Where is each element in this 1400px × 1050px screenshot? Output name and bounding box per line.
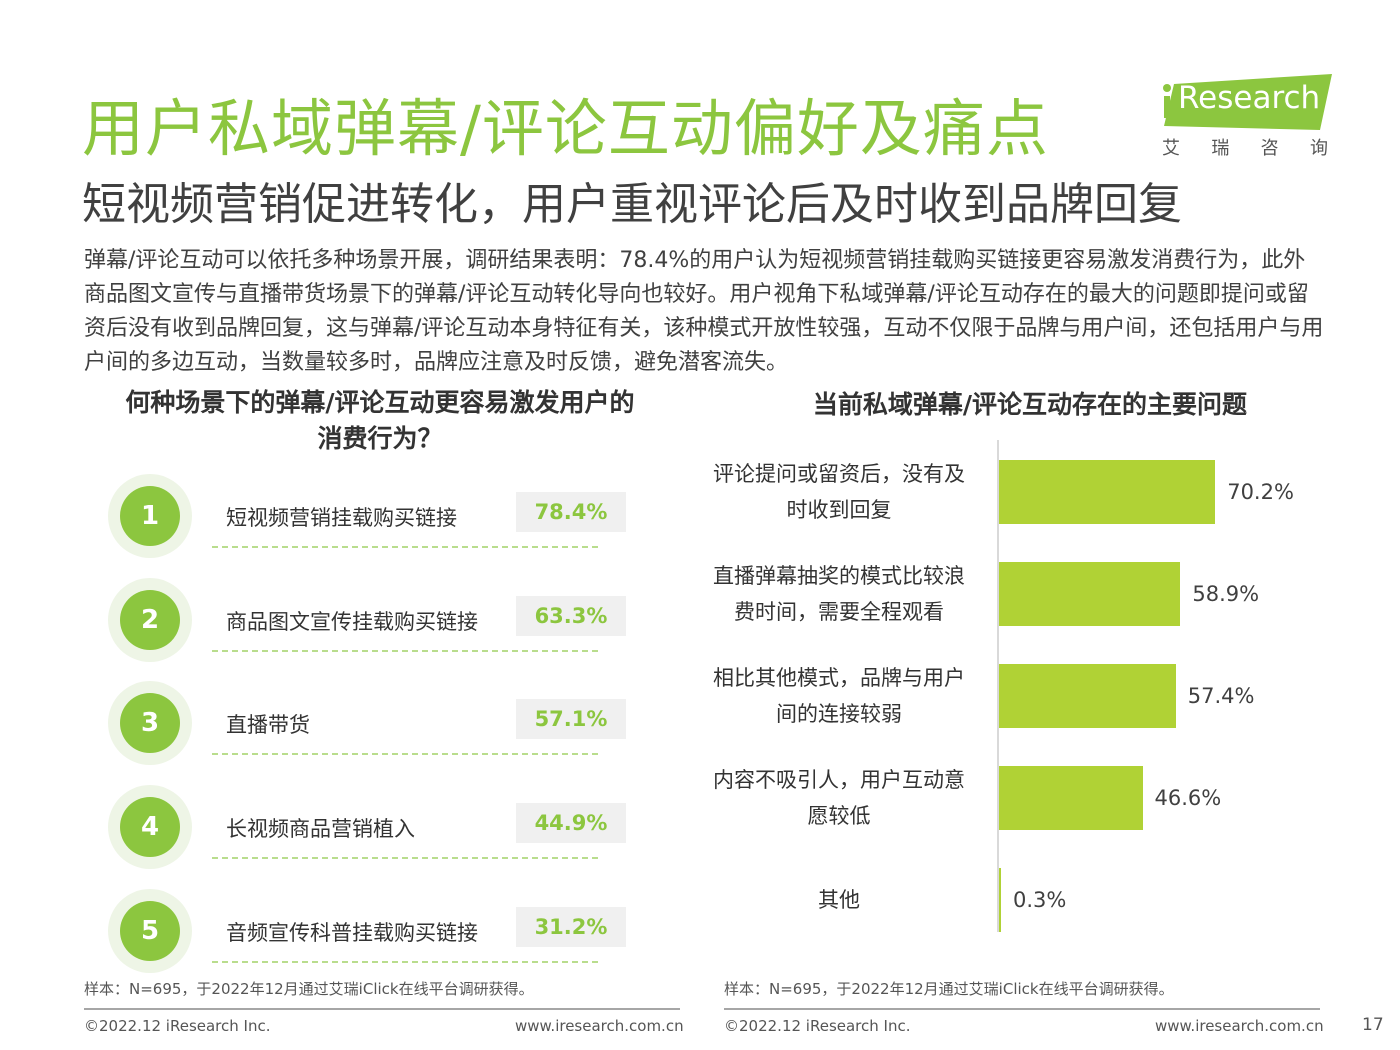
right-chart-title: 当前私域弹幕/评论互动存在的主要问题	[812, 390, 1248, 419]
bar-value-label: 70.2%	[1227, 480, 1294, 504]
rank-number: 3	[120, 693, 180, 753]
logo-cn-char: 询	[1309, 138, 1328, 159]
category-label-line: 内容不吸引人，用户互动意	[713, 768, 965, 792]
rank-badge: 4	[108, 785, 192, 869]
rank-number: 1	[120, 486, 180, 546]
rank-number: 2	[120, 590, 180, 650]
dashed-divider	[212, 753, 598, 755]
dashed-divider	[212, 857, 598, 859]
logo-brand: Research	[1178, 80, 1321, 116]
bar-value-label: 46.6%	[1154, 786, 1222, 810]
page-subtitle: 短视频营销促进转化，用户重视评论后及时收到品牌回复	[82, 179, 1182, 230]
rank-value: 31.2%	[516, 907, 626, 947]
bar-chart-axis	[997, 440, 999, 932]
rank-item: 1 短视频营销挂载购买链接 78.4%	[108, 474, 628, 560]
source-note-left: 样本：N=695，于2022年12月通过艾瑞iClick在线平台调研获得。	[84, 980, 534, 998]
rank-value: 78.4%	[516, 492, 626, 532]
footer-divider-right	[724, 1008, 1320, 1010]
rank-label: 短视频营销挂载购买链接	[226, 506, 457, 530]
logo-cn-char: 艾	[1162, 138, 1180, 159]
bar	[999, 562, 1181, 626]
dashed-divider	[212, 650, 598, 652]
intro-paragraph: 弹幕/评论互动可以依托多种场景开展，调研结果表明：78.4%的用户认为短视频营销…	[84, 248, 1324, 375]
category-label-line: 评论提问或留资后，没有及	[713, 462, 965, 486]
rank-label: 长视频商品营销植入	[226, 817, 415, 841]
rank-value: 63.3%	[516, 596, 626, 636]
bar	[999, 868, 1001, 932]
category-label-line: 愿较低	[807, 804, 871, 828]
category-label-line: 时收到回复	[786, 498, 892, 522]
category-label-line: 相比其他模式，品牌与用户	[713, 666, 965, 690]
rank-item: 4 长视频商品营销植入 44.9%	[108, 785, 628, 871]
logo-cn-char: 瑞	[1211, 138, 1230, 159]
category-label-line: 费时间，需要全程观看	[734, 600, 944, 624]
footer-divider-left	[84, 1008, 680, 1010]
category-label-line: 其他	[818, 888, 860, 912]
copyright-right: ©2022.12 iResearch Inc.	[724, 1017, 911, 1035]
left-chart-title: 何种场景下的弹幕/评论互动更容易激发用户的消费行为？	[125, 388, 635, 453]
bar-value-label: 0.3%	[1013, 888, 1067, 912]
logo-i-mark	[1162, 84, 1172, 118]
rank-item: 2 商品图文宣传挂载购买链接 63.3%	[108, 578, 628, 664]
category-label: 其他	[700, 854, 996, 946]
bar	[999, 460, 1216, 524]
rank-value: 44.9%	[516, 803, 626, 843]
dashed-divider	[212, 961, 598, 963]
rank-value: 57.1%	[516, 699, 626, 739]
logo-cn-text: 艾 瑞 咨 询	[1162, 134, 1328, 160]
rank-badge: 2	[108, 578, 192, 662]
logo-banner	[1164, 74, 1332, 130]
bar	[999, 664, 1176, 728]
copyright-left: ©2022.12 iResearch Inc.	[84, 1017, 271, 1035]
page-number: 17	[1362, 1015, 1384, 1035]
rank-badge: 3	[108, 681, 192, 765]
category-label-line: 间的连接较弱	[776, 702, 902, 726]
bar-value-label: 57.4%	[1187, 684, 1255, 708]
category-label-line: 直播弹幕抽奖的模式比较浪	[713, 564, 965, 588]
rank-label: 音频宣传科普挂载购买链接	[226, 921, 478, 945]
rank-label: 商品图文宣传挂载购买链接	[226, 610, 478, 634]
source-note-right: 样本：N=695，于2022年12月通过艾瑞iClick在线平台调研获得。	[724, 980, 1174, 998]
dashed-divider	[212, 546, 598, 548]
category-label: 内容不吸引人，用户互动意 愿较低	[700, 752, 996, 844]
rank-badge: 5	[108, 889, 192, 973]
logo-cn-char: 咨	[1260, 138, 1279, 159]
rank-item: 3 直播带货 57.1%	[108, 681, 628, 767]
rank-item: 5 音频宣传科普挂载购买链接 31.2%	[108, 889, 628, 975]
page-title: 用户私域弹幕/评论互动偏好及痛点	[82, 92, 1049, 165]
category-label: 评论提问或留资后，没有及 时收到回复	[700, 446, 996, 538]
category-label: 相比其他模式，品牌与用户 间的连接较弱	[700, 650, 996, 742]
bar	[999, 766, 1143, 830]
category-label: 直播弹幕抽奖的模式比较浪 费时间，需要全程观看	[700, 548, 996, 640]
rank-badge: 1	[108, 474, 192, 558]
rank-number: 4	[120, 797, 180, 857]
url-left: www.iresearch.com.cn	[515, 1017, 684, 1035]
bar-value-label: 58.9%	[1192, 582, 1260, 606]
url-right: www.iresearch.com.cn	[1155, 1017, 1324, 1035]
rank-label: 直播带货	[226, 713, 310, 737]
rank-number: 5	[120, 901, 180, 961]
iresearch-logo: Research 艾 瑞 咨 询	[1158, 72, 1334, 164]
